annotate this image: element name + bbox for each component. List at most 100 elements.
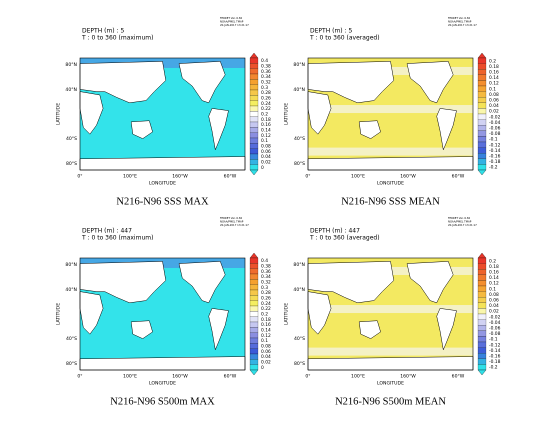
colorbar-arrow	[249, 169, 259, 176]
colorbar-cell	[477, 147, 487, 154]
panel-title: N216-N96 S500m MEAN	[335, 396, 446, 407]
colorbar-label: 0.04	[261, 154, 271, 160]
colorbar-label: 0.38	[261, 64, 271, 70]
colorbar-label: 0.1	[261, 138, 268, 144]
map-frame	[79, 257, 246, 371]
ferret-stamp: 20-JAN-2017 13:21:17	[448, 23, 477, 27]
colorbar-cell	[249, 268, 259, 275]
colorbar-cell	[249, 116, 259, 123]
colorbar-label: 0.18	[261, 317, 271, 323]
colorbar-label: -0.14	[489, 348, 501, 354]
land	[130, 320, 153, 339]
colorbar-cell	[477, 319, 487, 326]
colorbar-cell	[249, 316, 259, 323]
y-tick-label: 80°S	[66, 161, 77, 167]
land	[307, 261, 395, 304]
colorbar-label: 0.12	[489, 281, 499, 287]
colorbar-cell	[477, 280, 487, 287]
y-tick-label: 80°S	[66, 361, 77, 367]
colorbar-label: 0.28	[261, 90, 271, 96]
ferret-stamp: FERRET Ver. 6.82	[448, 16, 471, 20]
time-label: T : 0 to 360 (maximum)	[81, 35, 153, 42]
land	[358, 120, 381, 139]
colorbar-cell	[477, 158, 487, 165]
colorbar-label: 0.18	[261, 117, 271, 123]
colorbar-label: 0.12	[489, 81, 499, 87]
x-tick-label: 100°E	[351, 374, 365, 380]
x-axis-label: LONGITUDE	[377, 381, 404, 387]
depth-label: DEPTH (m) : 5	[310, 28, 352, 35]
land	[208, 308, 229, 351]
colorbar-cell	[477, 85, 487, 92]
colorbar-label: 0.36	[261, 269, 271, 275]
colorbar-arrow	[249, 52, 259, 59]
colorbar-label: 0	[261, 365, 264, 371]
ferret-stamp: NOAA/PMEL TMAP	[448, 20, 472, 24]
depth-label: DEPTH (m) : 447	[310, 228, 360, 235]
x-axis-label: LONGITUDE	[149, 181, 176, 187]
y-tick-label: 80°N	[293, 262, 305, 268]
colorbar-cell	[249, 279, 259, 285]
land	[406, 61, 454, 104]
colorbar-label: 0.28	[261, 290, 271, 296]
colorbar-cell	[249, 257, 259, 264]
colorbar-cell	[477, 297, 487, 303]
colorbar-label: 0.38	[261, 264, 271, 270]
x-axis-label: LONGITUDE	[377, 181, 404, 187]
colorbar-cell	[249, 79, 259, 85]
colorbar-label: -0.06	[489, 326, 501, 332]
colorbar-label: -0.16	[489, 154, 501, 160]
colorbar-cell	[249, 295, 259, 301]
x-tick-label: 160°W	[400, 374, 416, 380]
colorbar-cell	[249, 321, 259, 328]
y-tick-label: 40°N	[293, 287, 305, 293]
colorbar-cell	[249, 84, 259, 91]
colorbar-cell	[249, 273, 259, 280]
colorbar-label: 0	[261, 165, 264, 171]
panel: DEPTH (m) : 5T : 0 to 360 (maximum) FERRE…	[56, 16, 271, 207]
panel-title: N216-N96 S500m MAX	[110, 396, 215, 407]
ferret-stamp: NOAA/PMEL TMAP	[220, 220, 244, 224]
colorbar-label: 0.22	[261, 306, 271, 312]
ferret-stamp: 20-JAN-2017 13:21:17	[220, 223, 249, 227]
depth-label: DEPTH (m) : 447	[82, 228, 132, 235]
colorbar-cell	[477, 91, 487, 98]
x-tick-label: 160°W	[172, 174, 188, 180]
colorbar-label: -0.18	[489, 359, 501, 365]
x-tick-label: 60°W	[224, 374, 237, 380]
colorbar-cell	[249, 153, 259, 160]
colorbar-label: -0.2	[489, 165, 498, 171]
colorbar-label: 0.02	[489, 109, 499, 115]
x-tick-label: 100°E	[351, 174, 365, 180]
colorbar-label: -0.2	[489, 365, 498, 371]
colorbar-label: 0.06	[261, 149, 271, 155]
map-frame	[307, 257, 474, 371]
colorbar-label: 0.08	[489, 92, 499, 98]
ferret-stamp: NOAA/PMEL TMAP	[448, 220, 472, 224]
colorbar-label: -0.12	[489, 142, 501, 148]
colorbar-cell	[477, 302, 487, 309]
colorbar-arrow	[249, 369, 259, 376]
land	[307, 91, 332, 135]
colorbar-cell	[249, 359, 259, 365]
colorbar-arrow	[477, 252, 487, 259]
colorbar-cell	[249, 68, 259, 75]
colorbar-cell	[249, 300, 259, 307]
colorbar-label: 0.14	[489, 75, 499, 81]
colorbar-label: 0.02	[261, 360, 271, 366]
land	[79, 261, 167, 304]
colorbar-cell	[249, 127, 259, 133]
colorbar-cell	[477, 80, 487, 87]
colorbar-label: 0.08	[489, 292, 499, 298]
colorbar-label: 0.16	[261, 122, 271, 128]
colorbar-label: 0.14	[261, 128, 271, 134]
colorbar-label: 0.26	[261, 96, 271, 102]
x-tick-label: 60°W	[224, 174, 237, 180]
colorbar-label: 0.2	[261, 112, 268, 118]
colorbar-label: 0.08	[261, 144, 271, 150]
ferret-stamp: NOAA/PMEL TMAP	[220, 20, 244, 24]
colorbar-label: 0.2	[261, 312, 268, 318]
time-label: T : 0 to 360 (maximum)	[81, 235, 153, 242]
